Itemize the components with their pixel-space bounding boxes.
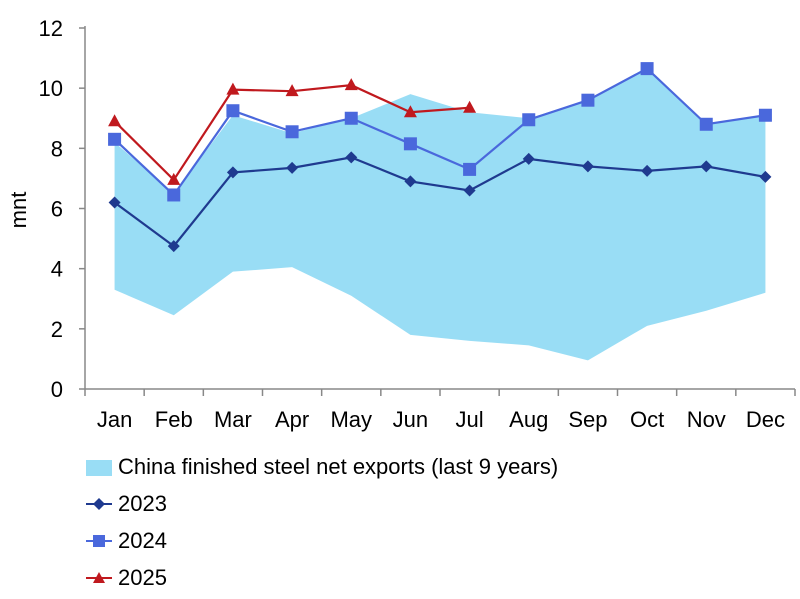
y-tick-label: 2 [51, 317, 63, 342]
x-tick-label: Dec [746, 407, 785, 432]
data-point-2024 [403, 137, 417, 151]
x-tick-label: Mar [214, 407, 252, 432]
x-tick-label: Aug [509, 407, 548, 432]
data-point-2023 [581, 160, 594, 173]
y-tick-label: 4 [51, 257, 63, 282]
x-tick-label: Nov [687, 407, 726, 432]
series-layer [108, 62, 772, 253]
legend-label-2025: 2025 [118, 564, 167, 590]
y-tick-label: 10 [39, 76, 63, 101]
y-tick-label: 6 [51, 197, 63, 222]
x-tick-label: Jun [393, 407, 428, 432]
y-tick-label: 12 [39, 16, 63, 41]
data-point-2025 [167, 172, 181, 185]
data-point-2025 [285, 84, 299, 97]
y-axis-title: mnt [6, 192, 31, 229]
data-point-2023 [167, 240, 180, 253]
data-point-2023 [108, 196, 121, 209]
band-layer [114, 67, 766, 361]
data-point-2024 [285, 125, 299, 139]
data-point-2024 [226, 104, 240, 118]
data-point-2023 [286, 161, 299, 174]
x-tick-label: Oct [630, 407, 664, 432]
data-point-2024 [463, 162, 477, 176]
data-point-2023 [404, 175, 417, 188]
y-tick-label: 0 [51, 377, 63, 402]
legend-2025-swatch [86, 571, 112, 583]
data-point-2024 [522, 113, 536, 127]
legend-2024-swatch [86, 534, 112, 547]
x-tick-label: Jul [456, 407, 484, 432]
data-point-2023 [463, 184, 476, 197]
data-point-2025 [344, 78, 358, 91]
data-point-2024 [344, 111, 358, 125]
data-point-2023 [226, 166, 239, 179]
band-area [114, 67, 766, 361]
data-point-2024 [108, 132, 122, 146]
data-point-2025 [463, 100, 477, 113]
x-tick-label: Jan [97, 407, 132, 432]
steel-exports-chart: 0 2 4 6 8 10 12 Jan Feb Mar Apr May Jun Jul Aug Sep Oct N… [6, 16, 796, 432]
legend-item-2025: 2025 [86, 559, 558, 596]
data-point-2025 [108, 114, 122, 127]
data-point-2023 [345, 151, 358, 164]
series-line-2024 [113, 67, 766, 197]
data-point-2024 [167, 188, 181, 202]
legend-item-2023: 2023 [86, 485, 558, 522]
legend-band-swatch [86, 457, 118, 477]
legend-label-2023: 2023 [118, 490, 167, 516]
axes-layer: 0 2 4 6 8 10 12 Jan Feb Mar Apr May Jun Jul Aug Sep Oct N… [39, 16, 796, 432]
y-tick-label: 8 [51, 136, 63, 161]
series-2025 [108, 78, 477, 185]
data-point-2024 [581, 93, 595, 107]
data-point-2023 [522, 152, 535, 165]
data-point-2024 [640, 62, 654, 76]
legend-item-band: China finished steel net exports (last 9… [86, 448, 558, 485]
legend-item-2024: 2024 [86, 522, 558, 559]
data-point-2024 [758, 108, 772, 122]
data-point-2023 [641, 164, 654, 177]
x-tick-label: Feb [155, 407, 193, 432]
series-2023 [108, 151, 772, 253]
legend-2023-swatch [86, 497, 112, 510]
data-point-2024 [699, 117, 713, 131]
data-point-2025 [226, 82, 240, 95]
data-point-2023 [759, 170, 772, 183]
x-tick-label: May [330, 407, 372, 432]
legend-label-2024: 2024 [118, 527, 167, 553]
series-line-2023 [113, 156, 766, 248]
series-2024 [108, 62, 772, 202]
legend-label-band: China finished steel net exports (last 9… [118, 453, 559, 479]
data-point-2025 [403, 105, 417, 118]
legend: China finished steel net exports (last 9… [86, 448, 558, 596]
data-point-2023 [700, 160, 713, 173]
x-tick-label: Apr [275, 407, 309, 432]
x-tick-label: Sep [568, 407, 607, 432]
